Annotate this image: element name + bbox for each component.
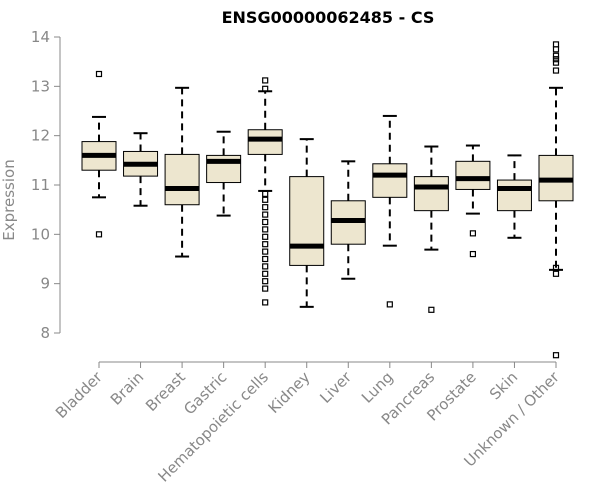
outlier-point [552,41,560,48]
outlier-point [262,204,269,211]
outlier-point [262,85,269,92]
x-tick-label: Skin [486,368,521,403]
outlier-point [262,255,269,263]
box-lung [372,114,408,308]
box-bladder [81,70,117,238]
outlier-point [262,226,269,233]
y-tick-label: 8 [40,324,50,342]
outlier-point [469,230,477,237]
outlier-point [428,306,435,313]
outlier-point [95,231,103,238]
box-kidney [289,138,325,308]
outlier-point [262,218,269,226]
box-liver [330,160,366,280]
outlier-point [552,67,560,74]
outlier-point [552,352,560,359]
x-tick-label: Lung [358,368,397,407]
box-series [81,41,574,359]
outlier-point [262,270,269,277]
y-tick-label: 11 [31,176,50,194]
box-skin [496,154,532,239]
x-tick-label: Bladder [52,368,106,422]
outlier-point [262,241,269,248]
outlier-point [262,190,269,197]
outlier-point [262,233,269,240]
y-tick-label: 10 [31,225,50,243]
outlier-point [552,56,560,63]
outlier-point [552,270,560,277]
box-pancreas [413,145,449,313]
y-tick-label: 13 [31,77,50,95]
box-unknown-other [538,41,574,359]
outlier-point [262,285,269,292]
outlier-point [262,248,269,255]
outlier-point [262,263,269,270]
x-tick-label: Kidney [265,368,314,417]
outlier-point [262,77,269,84]
x-tick-label: Liver [316,368,355,407]
outlier-point [95,70,103,78]
y-tick-label: 12 [31,127,50,145]
outlier-point [469,250,477,258]
iqr-box [496,179,532,212]
y-axis-label: Expression [0,159,18,240]
iqr-box [289,176,325,266]
outlier-point [552,46,560,53]
outlier-point [386,301,393,308]
y-tick-label: 14 [31,28,50,46]
outlier-point [552,59,560,66]
box-gastric [206,130,242,217]
outlier-point [552,52,560,59]
outlier-point [262,211,269,218]
outlier-point [262,278,269,285]
outlier-point [262,299,269,306]
box-prostate [455,144,491,258]
iqr-box [164,153,200,206]
iqr-box [247,129,283,155]
iqr-box [455,160,491,190]
box-hematopoietic-cells [247,77,283,306]
y-tick-label: 9 [40,275,50,293]
outlier-point [552,264,560,271]
outlier-point [262,196,269,203]
box-breast [164,86,200,258]
iqr-box [413,176,449,212]
y-axis: 8 9 10 11 12 13 14 [31,28,61,342]
box-brain [123,132,159,207]
chart-title: ENSG00000062485 - CS [222,8,435,27]
iqr-box [372,163,408,198]
